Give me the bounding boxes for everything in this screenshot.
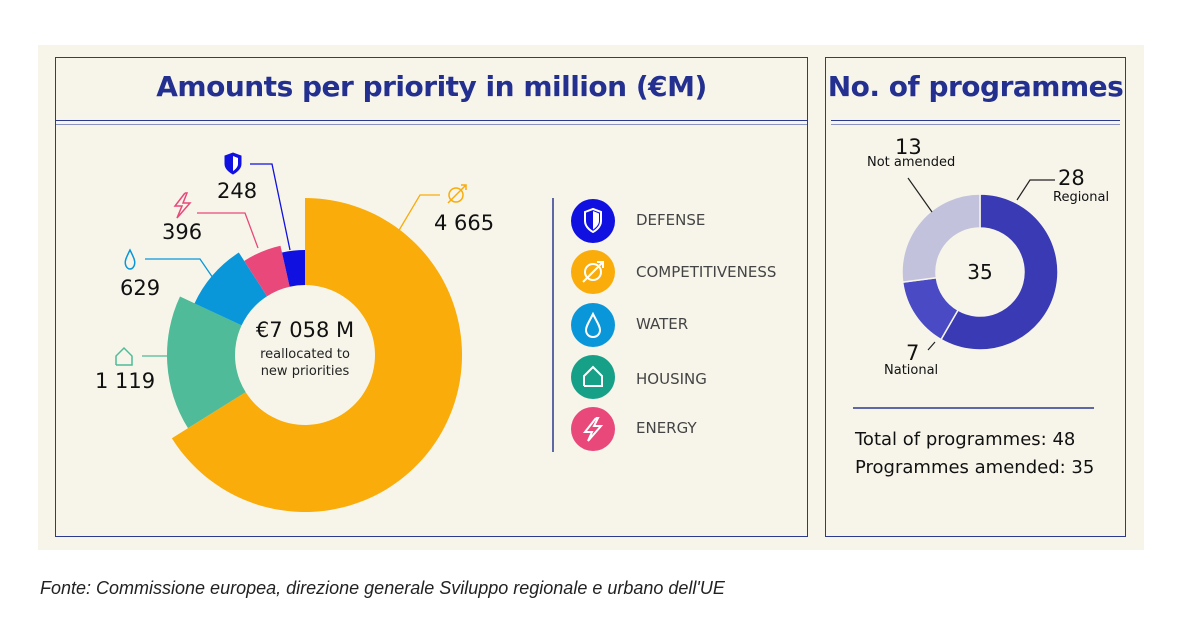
- legend-energy-icon: [571, 407, 615, 451]
- legend-competitiveness-icon: [571, 250, 615, 294]
- label-not-amended-name: Not amended: [867, 155, 956, 170]
- slice-not-amended: [901, 193, 981, 284]
- leader-energy: [197, 212, 259, 249]
- legend-energy: ENERGY: [636, 419, 697, 437]
- water-drop-icon: [124, 248, 136, 270]
- label-regional-value: 28: [1058, 166, 1085, 190]
- title-divider: [56, 120, 807, 125]
- slice-water: [194, 252, 268, 326]
- legend-housing-icon: [571, 355, 615, 399]
- priority-donut: [167, 198, 462, 513]
- label-not-amended-value: 13: [895, 135, 922, 159]
- house-icon: [115, 346, 133, 366]
- donut-center-value: €7 058 M: [255, 318, 355, 342]
- slice-competitiveness: [171, 198, 462, 513]
- programmes-title: No. of programmes: [827, 70, 1124, 103]
- legend-defense-icon: [571, 199, 615, 243]
- donut-center-label: reallocated to new priorities: [260, 347, 350, 379]
- slice-energy: [244, 245, 290, 297]
- label-regional-name: Regional: [1053, 190, 1110, 205]
- shield-icon: [224, 152, 242, 175]
- legend-competitiveness: COMPETITIVENESS: [636, 263, 777, 281]
- legend-defense: DEFENSE: [636, 211, 706, 229]
- leader-not-amended: [907, 177, 933, 213]
- label-defense: 248: [217, 179, 258, 203]
- programmes-panel: No. of programmes: [825, 57, 1126, 537]
- leader-defense: [250, 163, 291, 251]
- leader-competitiveness: [397, 194, 440, 233]
- total-programmes: Total of programmes: 48: [855, 429, 1076, 450]
- competitiveness-icon: [447, 184, 467, 204]
- label-water: 629: [120, 276, 161, 300]
- title-divider: [831, 120, 1120, 125]
- programmes-center-value: 35: [967, 260, 993, 284]
- legend-water: WATER: [636, 315, 689, 333]
- label-national-value: 7: [906, 341, 920, 365]
- leader-water: [145, 258, 214, 279]
- programmes-donut: [901, 193, 1059, 351]
- label-housing: 1 119: [95, 369, 156, 393]
- leader-national: [927, 341, 936, 351]
- slice-defense: [282, 250, 305, 287]
- slice-regional: [939, 193, 1059, 351]
- label-energy: 396: [162, 220, 203, 244]
- slice-housing: [167, 296, 246, 429]
- legend-water-icon: [571, 303, 615, 347]
- leader-regional: [1016, 179, 1055, 201]
- legend-housing: HOUSING: [636, 370, 707, 388]
- lightning-icon: [173, 192, 192, 219]
- label-competitiveness: 4 665: [434, 211, 495, 235]
- programmes-amended: Programmes amended: 35: [855, 457, 1095, 478]
- label-national-name: National: [884, 363, 939, 378]
- amounts-title: Amounts per priority in million (€M): [156, 70, 707, 103]
- source-caption: Fonte: Commissione europea, direzione ge…: [40, 578, 725, 598]
